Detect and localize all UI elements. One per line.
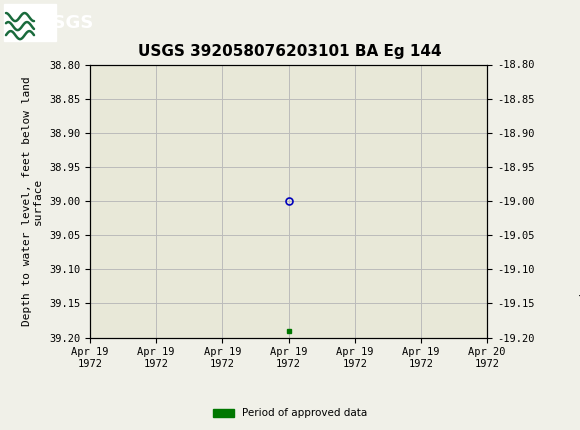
Y-axis label: Depth to water level, feet below land
surface: Depth to water level, feet below land su… — [22, 76, 44, 326]
Bar — [4, 4, 56, 41]
Legend: Period of approved data: Period of approved data — [209, 404, 371, 423]
Text: USGS 392058076203101 BA Eg 144: USGS 392058076203101 BA Eg 144 — [138, 44, 442, 59]
Y-axis label: Groundwater level above NGVD 1929, feet: Groundwater level above NGVD 1929, feet — [577, 69, 580, 333]
Text: USGS: USGS — [38, 14, 93, 32]
